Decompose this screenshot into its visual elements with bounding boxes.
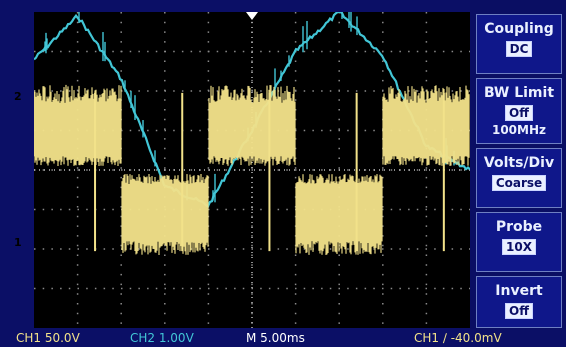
- bw-limit-label: BW Limit: [483, 85, 555, 101]
- timebase-readout: M 5.00ms: [246, 331, 305, 345]
- trigger-position-marker: [246, 12, 258, 20]
- coupling-value: DC: [505, 41, 533, 57]
- bw-limit-menu-button[interactable]: BW Limit Off 100MHz: [476, 78, 562, 144]
- waveform-plot: [34, 12, 470, 328]
- ch1-ground-marker: 1: [14, 236, 22, 249]
- probe-menu-button[interactable]: Probe 10X: [476, 212, 562, 272]
- ch2-scale-readout: CH2 1.00V: [130, 331, 194, 345]
- graticule: [34, 12, 470, 328]
- volts-div-label: Volts/Div: [483, 155, 555, 171]
- waveform-screen: [34, 12, 470, 328]
- bw-limit-value: Off: [505, 105, 533, 121]
- trigger-readout: CH1 ∕ -40.0mV: [414, 331, 502, 345]
- ch1-scale-readout: CH1 50.0V: [16, 331, 80, 345]
- ch1-waveform-group: [34, 84, 470, 255]
- invert-menu-button[interactable]: Invert Off: [476, 276, 562, 328]
- bw-limit-frequency: 100MHz: [491, 123, 547, 137]
- volts-div-menu-button[interactable]: Volts/Div Coarse: [476, 148, 562, 208]
- invert-value: Off: [505, 303, 533, 319]
- probe-value: 10X: [502, 239, 536, 255]
- channel-menu-panel: Coupling DC BW Limit Off 100MHz Volts/Di…: [470, 0, 566, 347]
- top-header-bar: [0, 0, 470, 12]
- probe-label: Probe: [495, 219, 543, 235]
- ch2-ground-marker: 2: [14, 90, 22, 103]
- coupling-label: Coupling: [484, 21, 554, 37]
- coupling-menu-button[interactable]: Coupling DC: [476, 14, 562, 74]
- status-bar: CH1 50.0V CH2 1.00V M 5.00ms CH1 ∕ -40.0…: [0, 329, 566, 347]
- invert-label: Invert: [495, 283, 543, 299]
- volts-div-value: Coarse: [491, 175, 547, 191]
